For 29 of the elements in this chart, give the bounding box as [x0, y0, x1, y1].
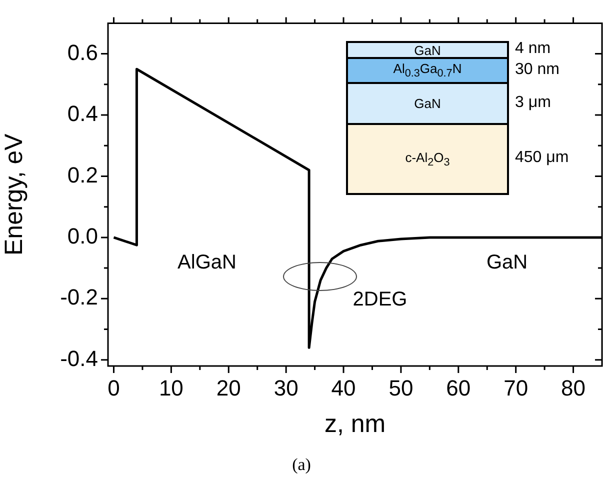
annotation: 450 μm: [515, 149, 569, 167]
annotation: GaN: [414, 42, 441, 58]
annotation: 3 μm: [515, 94, 551, 112]
y-tick-label: -0.4: [60, 346, 98, 371]
annotation: Al$_{0.3}$Ga$_{0.7}$N: [393, 61, 462, 80]
y-tick-label: 0.6: [67, 40, 98, 65]
x-tick-label: 70: [504, 375, 528, 400]
text: (a): [291, 455, 312, 475]
x-tick-label: 0: [108, 375, 120, 400]
annotation: 30 nm: [515, 60, 560, 78]
y-tick-label: 0.4: [67, 101, 98, 126]
x-tick-label: 60: [446, 375, 471, 400]
annotation: c-Al$_{2}$O$_{3}$: [405, 150, 450, 168]
annotation: 2DEG: [352, 288, 408, 311]
y-axis-title: Energy, eV: [0, 133, 28, 256]
x-axis-title: z, nm: [324, 410, 386, 438]
x-tick-label: 80: [561, 375, 586, 400]
y-tick-label: -0.2: [60, 284, 98, 310]
annotation: GaN: [414, 96, 441, 111]
annotation: GaN: [486, 252, 528, 274]
x-tick-label: 50: [388, 375, 414, 400]
x-tick-label: 20: [216, 375, 241, 400]
y-tick-label: 0.2: [67, 162, 98, 188]
x-tick-label: 40: [331, 375, 356, 400]
annotation: AlGaN: [178, 252, 236, 274]
y-tick-label: 0.0: [67, 224, 98, 249]
x-tick-label: 30: [274, 375, 298, 400]
annotation: 4 nm: [515, 40, 551, 58]
x-tick-label: 10: [158, 375, 184, 400]
